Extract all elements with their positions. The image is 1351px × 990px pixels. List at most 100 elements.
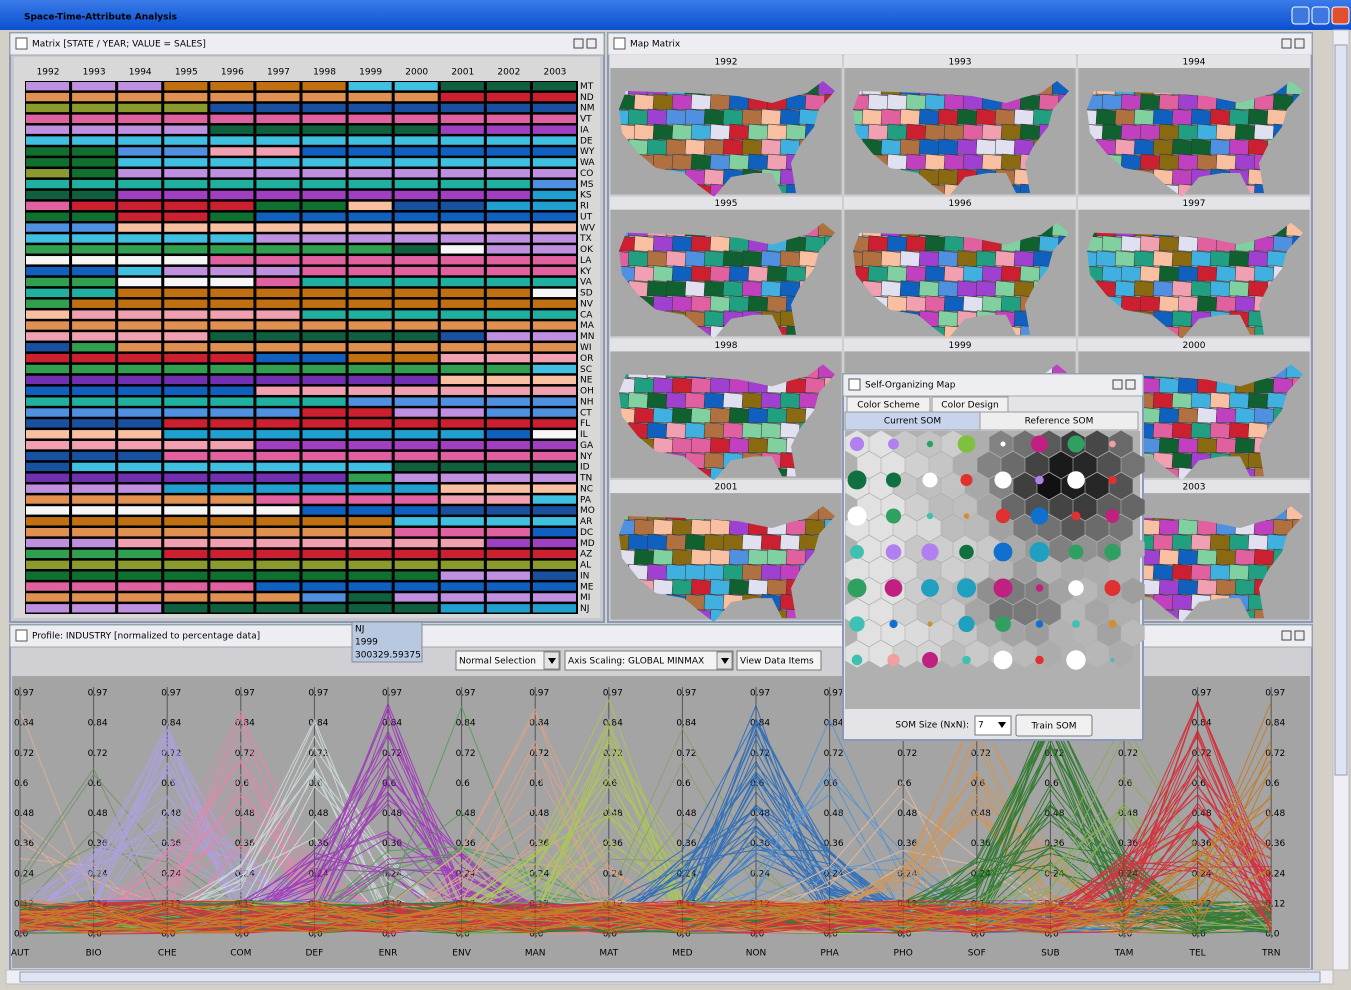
- profile-line: [19, 867, 1272, 933]
- horizontal-scroll-thumb[interactable]: [19, 971, 1321, 983]
- train-button[interactable]: [1015, 714, 1093, 737]
- state-shape: [880, 280, 903, 297]
- title-bar: [0, 0, 1351, 30]
- state-shape: [760, 280, 783, 297]
- matrix-cell: [210, 299, 254, 308]
- axis-tick-label: 0.36: [603, 839, 623, 849]
- window-button[interactable]: [1331, 6, 1350, 25]
- state-shape: [867, 123, 890, 141]
- window-title: Space-Time-Attribute Analysis: [24, 13, 177, 23]
- state-shape: [690, 235, 713, 252]
- matrix-cell: [532, 245, 576, 254]
- axis-tick-label: 0.6: [161, 779, 176, 789]
- state-shape: [880, 250, 903, 267]
- matrix-cell: [26, 125, 70, 134]
- state-shape: [747, 437, 770, 454]
- matrix-cell: [26, 190, 70, 200]
- state-shape: [690, 437, 713, 454]
- som-node: [957, 435, 976, 453]
- state-shape: [652, 265, 675, 282]
- matrix-cell: [72, 408, 116, 417]
- state-shape: [665, 138, 688, 156]
- panel-float[interactable]: [586, 38, 597, 49]
- state-shape: [1152, 392, 1175, 409]
- state-shape: [867, 93, 890, 111]
- matrix-cell: [440, 299, 484, 308]
- state-shape: [703, 280, 726, 297]
- state-shape: [722, 280, 745, 297]
- matrix-cell: [394, 538, 438, 548]
- matrix-cell: [118, 114, 162, 124]
- matrix-cell: [532, 256, 576, 265]
- state-label: NV: [580, 299, 594, 309]
- axis-tick-label: 0.0: [308, 930, 323, 940]
- checkbox[interactable]: [15, 37, 28, 50]
- checkbox[interactable]: [15, 629, 28, 642]
- matrix-cell: [26, 604, 70, 613]
- state-shape: [994, 138, 1017, 156]
- matrix-cell: [26, 256, 70, 265]
- dropdown[interactable]: [564, 650, 734, 671]
- axis-tick-label: 0.48: [1192, 809, 1212, 819]
- matrix-cell: [72, 92, 116, 102]
- dropdown[interactable]: [455, 650, 561, 671]
- state-shape: [943, 153, 966, 171]
- state-shape: [956, 280, 979, 297]
- state-label: CO: [580, 169, 593, 179]
- som-node: [888, 438, 899, 450]
- state-shape: [880, 108, 903, 126]
- panel-float[interactable]: [1294, 630, 1305, 641]
- matrix-cell: [72, 527, 116, 537]
- state-label: UT: [580, 212, 593, 222]
- matrix-cell: [486, 169, 530, 178]
- matrix-cell: [348, 190, 392, 200]
- matrix-cell: [348, 353, 392, 363]
- state-shape: [760, 422, 783, 439]
- matrix-cell: [26, 386, 70, 395]
- subtab[interactable]: [979, 411, 1139, 431]
- state-shape: [690, 93, 713, 111]
- matrix-cell: [348, 256, 392, 265]
- panel-float[interactable]: [1125, 379, 1136, 390]
- matrix-cell: [532, 103, 576, 113]
- window-button[interactable]: [1291, 6, 1310, 25]
- state-shape: [1120, 123, 1143, 141]
- matrix-cell: [440, 582, 484, 591]
- state-shape: [1215, 123, 1238, 141]
- matrix-cell: [210, 158, 254, 167]
- axis-label: SUB: [1041, 949, 1059, 959]
- som-hex: [1121, 493, 1145, 521]
- panel-maximize[interactable]: [1112, 379, 1123, 390]
- button[interactable]: [736, 650, 822, 671]
- state-shape: [1196, 153, 1219, 171]
- matrix-cell: [348, 495, 392, 504]
- matrix-cell: [532, 604, 576, 613]
- som-size-dropdown[interactable]: [974, 715, 1012, 736]
- matrix-cell: [118, 386, 162, 395]
- window-button[interactable]: [1311, 6, 1330, 25]
- axis-tick-label: 0.36: [1192, 839, 1212, 849]
- state-shape: [633, 377, 656, 394]
- matrix-cell: [532, 593, 576, 602]
- panel-maximize[interactable]: [1281, 630, 1292, 641]
- state-shape: [665, 392, 688, 409]
- state-shape: [709, 295, 732, 312]
- matrix-cell: [118, 506, 162, 515]
- axis-tick-label: 0.36: [750, 839, 770, 849]
- state-label: MN: [580, 332, 595, 342]
- panel-float[interactable]: [1294, 38, 1305, 49]
- panel-maximize[interactable]: [573, 38, 584, 49]
- matrix-cell: [72, 364, 116, 374]
- year-label: 1993: [83, 68, 106, 78]
- state-shape: [1133, 280, 1156, 297]
- checkbox[interactable]: [613, 37, 626, 50]
- state-shape: [690, 153, 713, 171]
- matrix-cell: [394, 408, 438, 417]
- panel-maximize[interactable]: [1281, 38, 1292, 49]
- checkbox[interactable]: [848, 378, 861, 391]
- vertical-scroll-thumb[interactable]: [1334, 44, 1348, 776]
- state-shape: [747, 153, 770, 171]
- state-label: ME: [580, 582, 594, 592]
- state-shape: [1215, 548, 1238, 566]
- som-node: [995, 508, 1011, 524]
